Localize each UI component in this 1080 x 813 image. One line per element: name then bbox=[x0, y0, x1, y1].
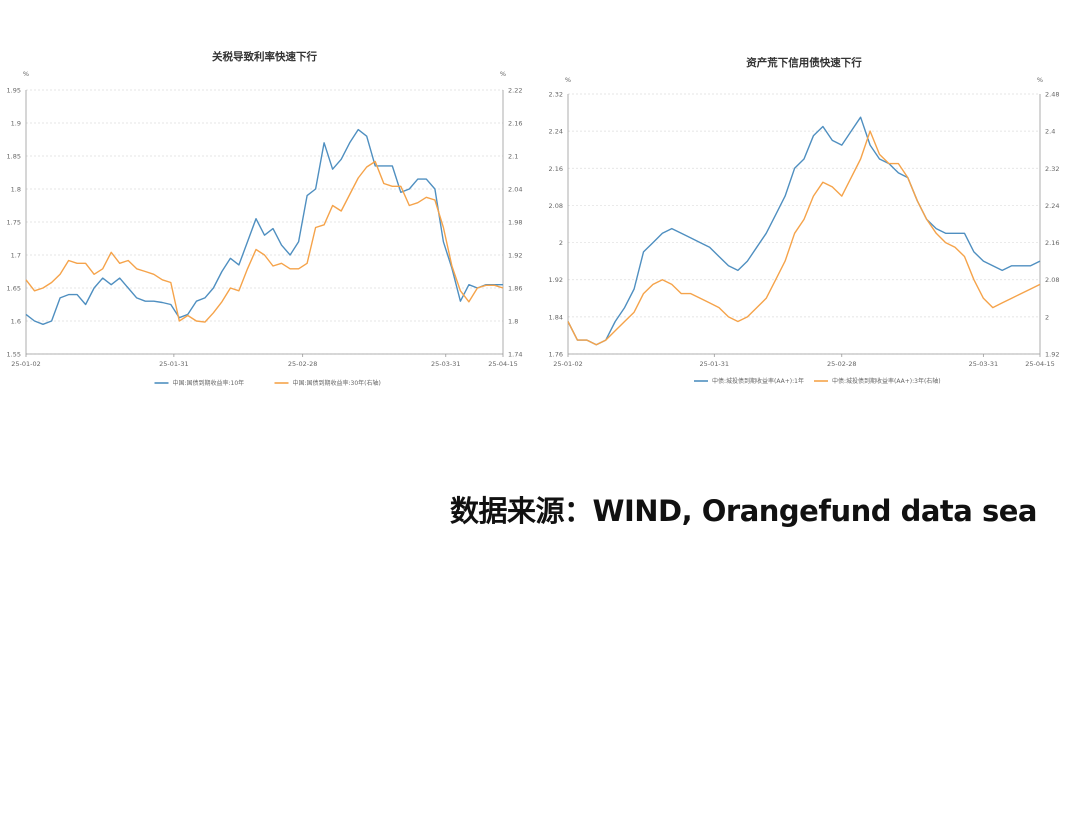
y-tick-right: 1.74 bbox=[508, 351, 522, 359]
y-tick-right: 2.1 bbox=[508, 153, 518, 161]
chart-title: 资产荒下信用债快速下行 bbox=[746, 56, 862, 69]
y-tick-left: 2.24 bbox=[549, 128, 563, 136]
chart-credit-bond: 资产荒下信用债快速下行%% 1.76 1.84 1.92 2 2.08 2.16 2.24 2.… bbox=[540, 48, 1080, 408]
y-tick-right: 2.04 bbox=[508, 186, 522, 194]
x-tick-label: 25-01-31 bbox=[159, 360, 189, 368]
series-line-2 bbox=[567, 130, 1041, 346]
left-axis-unit: % bbox=[23, 70, 29, 78]
left-axis-unit: % bbox=[565, 76, 571, 84]
y-tick-left: 1.76 bbox=[549, 351, 563, 359]
y-tick-left: 2.08 bbox=[549, 202, 563, 210]
y-tick-right: 1.92 bbox=[508, 252, 522, 260]
chart-title: 关税导致利率快速下行 bbox=[212, 50, 317, 63]
y-tick-left: 1.7 bbox=[11, 252, 21, 260]
series-line-2 bbox=[25, 160, 504, 323]
x-tick-label: 25-03-31 bbox=[969, 360, 999, 368]
y-tick-left: 1.85 bbox=[7, 153, 21, 161]
chart-svg: 资产荒下信用债快速下行% % 1.76 1.84 1.92 2 2.08 2.16 2.24 2.… bbox=[549, 56, 1060, 385]
x-tick-label: 25-04-15 bbox=[488, 360, 518, 368]
x-tick-label: 25-03-31 bbox=[431, 360, 461, 368]
y-tick-left: 1.75 bbox=[7, 219, 21, 227]
y-tick-right: 2.22 bbox=[508, 87, 522, 95]
x-tick-label: 25-01-31 bbox=[700, 360, 730, 368]
series-line-1 bbox=[567, 116, 1041, 346]
y-tick-left: 2.32 bbox=[549, 91, 563, 99]
x-tick-label: 25-01-02 bbox=[11, 360, 41, 368]
y-tick-right: 1.8 bbox=[508, 318, 518, 326]
y-tick-left: 1.9 bbox=[11, 120, 21, 128]
x-tick-label: 25-02-28 bbox=[827, 360, 857, 368]
x-tick-label: 25-04-15 bbox=[1025, 360, 1055, 368]
y-tick-right: 2.32 bbox=[1045, 165, 1059, 173]
y-tick-left: 2.16 bbox=[549, 165, 563, 173]
y-tick-right: 2.08 bbox=[1045, 276, 1059, 284]
y-tick-right: 1.92 bbox=[1045, 351, 1059, 359]
right-axis-unit: % bbox=[500, 70, 506, 78]
legend-label-2: 中债:城投债到期收益率(AA+):3年(右轴) bbox=[832, 377, 941, 385]
legend-label-2: 中国:国债到期收益率:30年(右轴) bbox=[293, 379, 381, 387]
y-tick-right: 2.4 bbox=[1045, 128, 1055, 136]
data-source-note: 数据来源：WIND, Orangefund data sea bbox=[450, 494, 1037, 528]
y-tick-left: 1.55 bbox=[7, 351, 21, 359]
chart-svg: 关税导致利率快速下行% % 1.55 1.6 1.65 1.7 1.75 1.8 1.85 1.9… bbox=[7, 50, 523, 387]
legend-label-1: 中国:国债到期收益率:10年 bbox=[173, 379, 245, 387]
y-tick-right: 2.24 bbox=[1045, 202, 1059, 210]
x-tick-label: 25-01-02 bbox=[553, 360, 583, 368]
y-tick-right: 1.98 bbox=[508, 219, 522, 227]
y-tick-right: 2.16 bbox=[508, 120, 522, 128]
right-axis-unit: % bbox=[1037, 76, 1043, 84]
x-tick-label: 25-02-28 bbox=[288, 360, 318, 368]
chart-rate-tariff: 关税导致利率快速下行%% 1.55 1.6 1.65 1.7 1.75 1.8 1.85 1.9… bbox=[0, 40, 532, 400]
y-tick-right: 1.86 bbox=[508, 285, 522, 293]
y-tick-left: 1.6 bbox=[11, 318, 21, 326]
y-tick-left: 1.65 bbox=[7, 285, 21, 293]
legend-label-1: 中债:城投债到期收益率(AA+):1年 bbox=[712, 377, 804, 385]
y-tick-left: 1.8 bbox=[11, 186, 21, 194]
y-tick-right: 2.16 bbox=[1045, 239, 1059, 247]
y-tick-left: 1.95 bbox=[7, 87, 21, 95]
y-tick-left: 2 bbox=[559, 239, 563, 247]
y-tick-right: 2 bbox=[1045, 313, 1049, 321]
y-tick-right: 2.48 bbox=[1045, 91, 1059, 99]
y-tick-left: 1.92 bbox=[549, 276, 563, 284]
y-tick-left: 1.84 bbox=[549, 313, 563, 321]
series-line-1 bbox=[25, 128, 503, 325]
